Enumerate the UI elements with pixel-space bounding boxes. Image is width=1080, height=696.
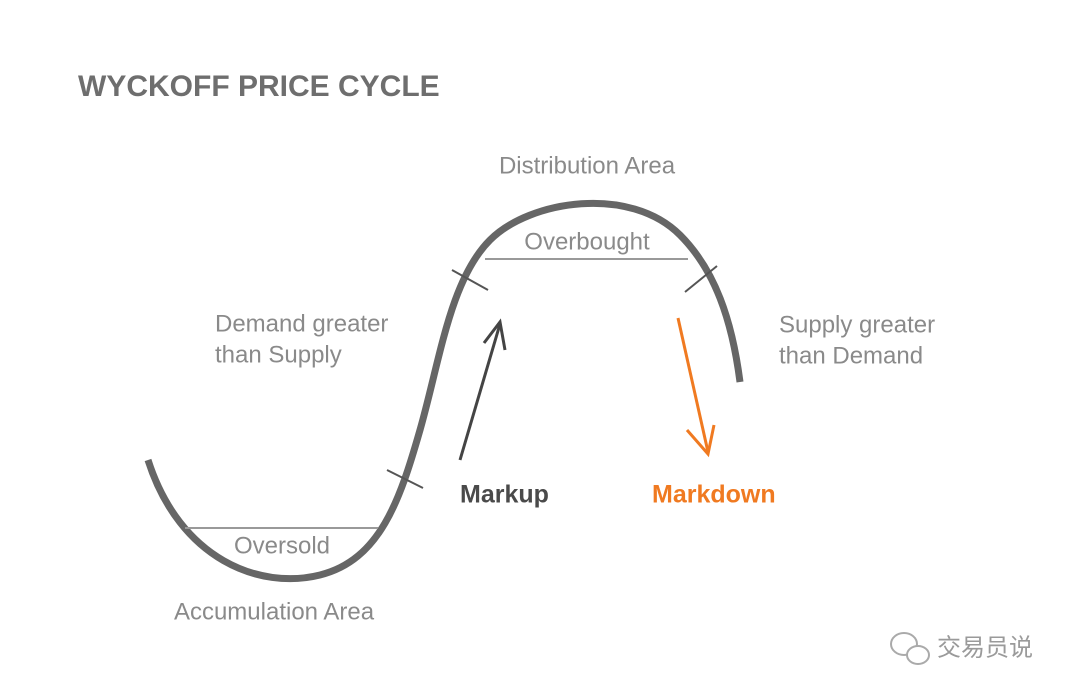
phase-tick: [684, 265, 718, 293]
distribution-label: Distribution Area: [499, 152, 676, 179]
price-curve: [144, 199, 744, 583]
watermark: 交易员说: [937, 634, 1033, 661]
accumulation-label: Accumulation Area: [174, 598, 375, 625]
overbought-label: Overbought: [524, 228, 650, 255]
markup-label: Markup: [460, 481, 549, 509]
wechat-icon: [890, 632, 930, 665]
oversold-label: Oversold: [234, 532, 330, 559]
demand-label: Demand greater: [215, 310, 388, 337]
markdown-label: Markdown: [652, 481, 776, 509]
demand-label: than Supply: [215, 341, 342, 368]
supply-label: than Demand: [779, 342, 923, 369]
phase-tick: [451, 269, 489, 291]
title: WYCKOFF PRICE CYCLE: [78, 70, 440, 103]
markup-arrow: [458, 318, 507, 461]
markdown-arrow: [676, 317, 716, 458]
supply-label: Supply greater: [779, 311, 935, 338]
phase-tick: [386, 469, 424, 489]
